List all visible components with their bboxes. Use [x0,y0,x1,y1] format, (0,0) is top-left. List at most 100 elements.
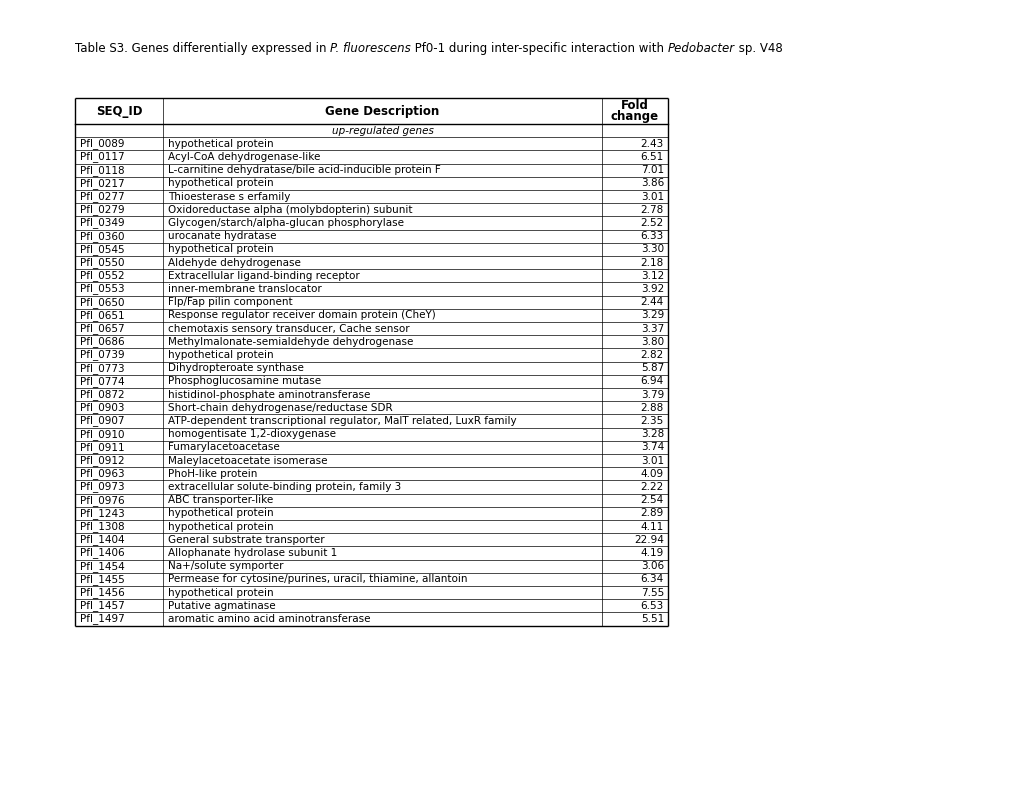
Text: Thioesterase s erfamily: Thioesterase s erfamily [168,191,290,202]
Text: Pfl_0911: Pfl_0911 [79,442,124,453]
Text: Pfl_0903: Pfl_0903 [79,403,124,413]
Text: Pfl_1308: Pfl_1308 [79,521,124,532]
Text: Pfl_1243: Pfl_1243 [79,508,124,519]
Text: 2.78: 2.78 [640,205,663,215]
Text: Pfl_0279: Pfl_0279 [79,204,124,215]
Text: 3.01: 3.01 [640,455,663,466]
Text: Pfl_0973: Pfl_0973 [79,481,124,492]
Text: Table S3. Genes differentially expressed in: Table S3. Genes differentially expressed… [75,42,330,54]
Text: 3.79: 3.79 [640,389,663,400]
Text: 6.53: 6.53 [640,600,663,611]
Text: Fold: Fold [621,99,648,112]
Text: 2.22: 2.22 [640,482,663,492]
Text: Acyl-CoA dehydrogenase-like: Acyl-CoA dehydrogenase-like [168,152,320,162]
Text: hypothetical protein: hypothetical protein [168,508,273,519]
Text: Pfl_0089: Pfl_0089 [79,139,124,149]
Text: Pfl_0349: Pfl_0349 [79,217,124,229]
Text: Short-chain dehydrogenase/reductase SDR: Short-chain dehydrogenase/reductase SDR [168,403,392,413]
Text: aromatic amino acid aminotransferase: aromatic amino acid aminotransferase [168,614,370,624]
Text: 2.89: 2.89 [640,508,663,519]
Text: Pfl_1497: Pfl_1497 [79,614,124,624]
Text: Pfl_1454: Pfl_1454 [79,561,124,571]
Text: Phosphoglucosamine mutase: Phosphoglucosamine mutase [168,377,321,386]
Text: Pfl_0118: Pfl_0118 [79,165,124,176]
Text: Pfl_0651: Pfl_0651 [79,310,124,321]
Text: General substrate transporter: General substrate transporter [168,535,324,545]
Text: Pfl_0360: Pfl_0360 [79,231,124,242]
Text: Pfl_0277: Pfl_0277 [79,191,124,202]
Text: Pfl_1406: Pfl_1406 [79,548,124,559]
Text: Pfl_0117: Pfl_0117 [79,151,124,162]
Text: chemotaxis sensory transducer, Cache sensor: chemotaxis sensory transducer, Cache sen… [168,324,410,333]
Text: ABC transporter-like: ABC transporter-like [168,495,273,505]
Text: sp. V48: sp. V48 [734,42,782,54]
Text: Pfl_0553: Pfl_0553 [79,284,124,295]
Text: 4.19: 4.19 [640,548,663,558]
Text: Pfl_0650: Pfl_0650 [79,297,124,307]
Text: 3.37: 3.37 [640,324,663,333]
Text: hypothetical protein: hypothetical protein [168,588,273,597]
Text: hypothetical protein: hypothetical protein [168,522,273,532]
Text: hypothetical protein: hypothetical protein [168,178,273,188]
Text: Methylmalonate-semialdehyde dehydrogenase: Methylmalonate-semialdehyde dehydrogenas… [168,336,413,347]
Text: 3.29: 3.29 [640,310,663,321]
Text: 2.43: 2.43 [640,139,663,149]
Text: Pfl_0910: Pfl_0910 [79,429,124,440]
Text: Pfl_0686: Pfl_0686 [79,336,124,348]
Text: Pfl_0907: Pfl_0907 [79,415,124,426]
Text: Pfl_1455: Pfl_1455 [79,574,124,585]
Text: 4.11: 4.11 [640,522,663,532]
Text: 2.35: 2.35 [640,416,663,426]
Text: 7.55: 7.55 [640,588,663,597]
Text: Flp/Fap pilin component: Flp/Fap pilin component [168,297,292,307]
Text: Gene Description: Gene Description [325,105,439,117]
Text: 22.94: 22.94 [634,535,663,545]
Text: Dihydropteroate synthase: Dihydropteroate synthase [168,363,304,374]
Text: Pfl_0912: Pfl_0912 [79,455,124,466]
Text: SEQ_ID: SEQ_ID [96,105,142,117]
Text: 6.94: 6.94 [640,377,663,386]
Text: 2.18: 2.18 [640,258,663,268]
Text: P. fluorescens: P. fluorescens [330,42,411,54]
Text: Pfl_0774: Pfl_0774 [79,376,124,387]
Text: 3.74: 3.74 [640,442,663,452]
Text: Maleylacetoacetate isomerase: Maleylacetoacetate isomerase [168,455,327,466]
Text: extracellular solute-binding protein, family 3: extracellular solute-binding protein, fa… [168,482,400,492]
Text: 3.01: 3.01 [640,191,663,202]
Text: Pfl_1457: Pfl_1457 [79,600,124,611]
Text: 3.92: 3.92 [640,284,663,294]
Text: Aldehyde dehydrogenase: Aldehyde dehydrogenase [168,258,301,268]
Text: Pfl_0550: Pfl_0550 [79,257,124,268]
Text: 6.34: 6.34 [640,574,663,585]
Text: Oxidoreductase alpha (molybdopterin) subunit: Oxidoreductase alpha (molybdopterin) sub… [168,205,412,215]
Text: 3.80: 3.80 [640,336,663,347]
Text: Pfl_0217: Pfl_0217 [79,178,124,189]
Text: Na+/solute symporter: Na+/solute symporter [168,561,283,571]
Text: Pfl_1456: Pfl_1456 [79,587,124,598]
Text: Pfl_0773: Pfl_0773 [79,362,124,374]
Text: 6.51: 6.51 [640,152,663,162]
Text: Pfl_0552: Pfl_0552 [79,270,124,281]
Text: Allophanate hydrolase subunit 1: Allophanate hydrolase subunit 1 [168,548,337,558]
Text: inner-membrane translocator: inner-membrane translocator [168,284,321,294]
Text: 3.86: 3.86 [640,178,663,188]
Text: 4.09: 4.09 [640,469,663,479]
Text: PhoH-like protein: PhoH-like protein [168,469,257,479]
Text: 5.87: 5.87 [640,363,663,374]
Text: hypothetical protein: hypothetical protein [168,244,273,255]
Text: 3.28: 3.28 [640,429,663,439]
Text: Glycogen/starch/alpha-glucan phosphorylase: Glycogen/starch/alpha-glucan phosphoryla… [168,218,404,228]
Text: 3.30: 3.30 [640,244,663,255]
Text: 2.88: 2.88 [640,403,663,413]
Text: Pf0-1 during inter-specific interaction with: Pf0-1 during inter-specific interaction … [411,42,667,54]
Text: Permease for cytosine/purines, uracil, thiamine, allantoin: Permease for cytosine/purines, uracil, t… [168,574,467,585]
Text: hypothetical protein: hypothetical protein [168,350,273,360]
Text: Pfl_0976: Pfl_0976 [79,495,124,506]
Text: 2.54: 2.54 [640,495,663,505]
Text: 7.01: 7.01 [640,165,663,175]
Text: hypothetical protein: hypothetical protein [168,139,273,149]
Text: Pedobacter: Pedobacter [667,42,734,54]
Text: 2.44: 2.44 [640,297,663,307]
Text: Extracellular ligand-binding receptor: Extracellular ligand-binding receptor [168,271,360,281]
Text: L-carnitine dehydratase/bile acid-inducible protein F: L-carnitine dehydratase/bile acid-induci… [168,165,440,175]
